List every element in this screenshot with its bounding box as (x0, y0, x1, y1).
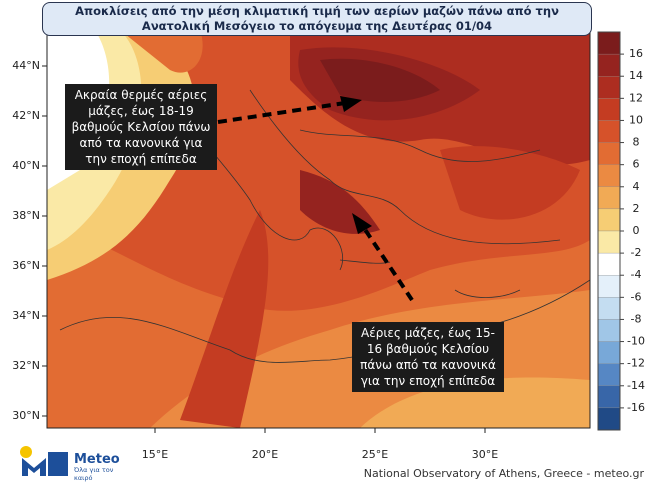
logo-mark (20, 446, 68, 476)
annotation: Αέριες μάζες, έως 15-16 βαθμούς Κελσίου … (352, 322, 504, 392)
colorbar-band (597, 31, 621, 55)
colorbar-label: -6 (631, 290, 642, 303)
colorbar-label: 6 (633, 158, 640, 171)
colorbar-band (597, 186, 621, 210)
colorbar-band (597, 341, 621, 364)
annotation: Ακραία θερμές αέριες μάζες, έως 18-19 βα… (65, 84, 217, 170)
arrow (217, 101, 346, 124)
colorbar-label: -2 (631, 246, 642, 259)
colorbar-label: -8 (631, 312, 642, 325)
colorbar-label: -16 (627, 401, 645, 414)
colorbar-band (597, 120, 621, 143)
colorbar-band (597, 385, 621, 409)
colorbar-label: 4 (633, 180, 640, 193)
lat-label: 36°N (12, 259, 40, 272)
lat-label: 30°N (12, 409, 40, 422)
colorbar-label: 8 (633, 136, 640, 149)
colorbar-band (597, 98, 621, 121)
colorbar-label: -4 (631, 268, 642, 281)
colorbar-band (597, 297, 621, 320)
title: Αποκλίσεις από την μέση κλιματική τιμή τ… (42, 2, 592, 36)
colorbar-label: 14 (629, 69, 643, 82)
lon-label: 15°E (142, 448, 168, 461)
colorbar-band (597, 53, 621, 77)
colorbar-band (597, 142, 621, 165)
logo-name: Meteo (74, 452, 120, 467)
colorbar-band (597, 363, 621, 386)
lon-label: 20°E (252, 448, 278, 461)
colorbar-label: 0 (633, 224, 640, 237)
colorbar-band (597, 76, 621, 99)
colorbar-label: 10 (629, 113, 643, 126)
arrow-head (352, 213, 372, 234)
colorbar-band (597, 275, 621, 298)
colorbar-label: -12 (627, 357, 645, 370)
colorbar-band (597, 230, 621, 254)
colorbar-band (597, 208, 621, 232)
colorbar-label: 2 (633, 202, 640, 215)
colorbar-band (597, 164, 621, 187)
colorbar-label: 12 (629, 91, 643, 104)
lat-label: 38°N (12, 209, 40, 222)
lon-label: 25°E (362, 448, 388, 461)
logo-tagline: Όλα για τον καιρό (74, 466, 114, 482)
colorbar-label: 16 (629, 47, 643, 60)
lat-label: 32°N (12, 359, 40, 372)
lon-label: 30°E (472, 448, 498, 461)
colorbar-label: -10 (627, 335, 645, 348)
arrow-head (340, 96, 362, 112)
lat-label: 44°N (12, 59, 40, 72)
lat-label: 34°N (12, 309, 40, 322)
colorbar-label: -14 (627, 379, 645, 392)
credit: National Observatory of Athens, Greece -… (363, 467, 644, 480)
colorbar-band (597, 252, 621, 276)
colorbar-band (597, 319, 621, 342)
lat-label: 42°N (12, 109, 40, 122)
lat-label: 40°N (12, 159, 40, 172)
colorbar-band (597, 407, 621, 431)
